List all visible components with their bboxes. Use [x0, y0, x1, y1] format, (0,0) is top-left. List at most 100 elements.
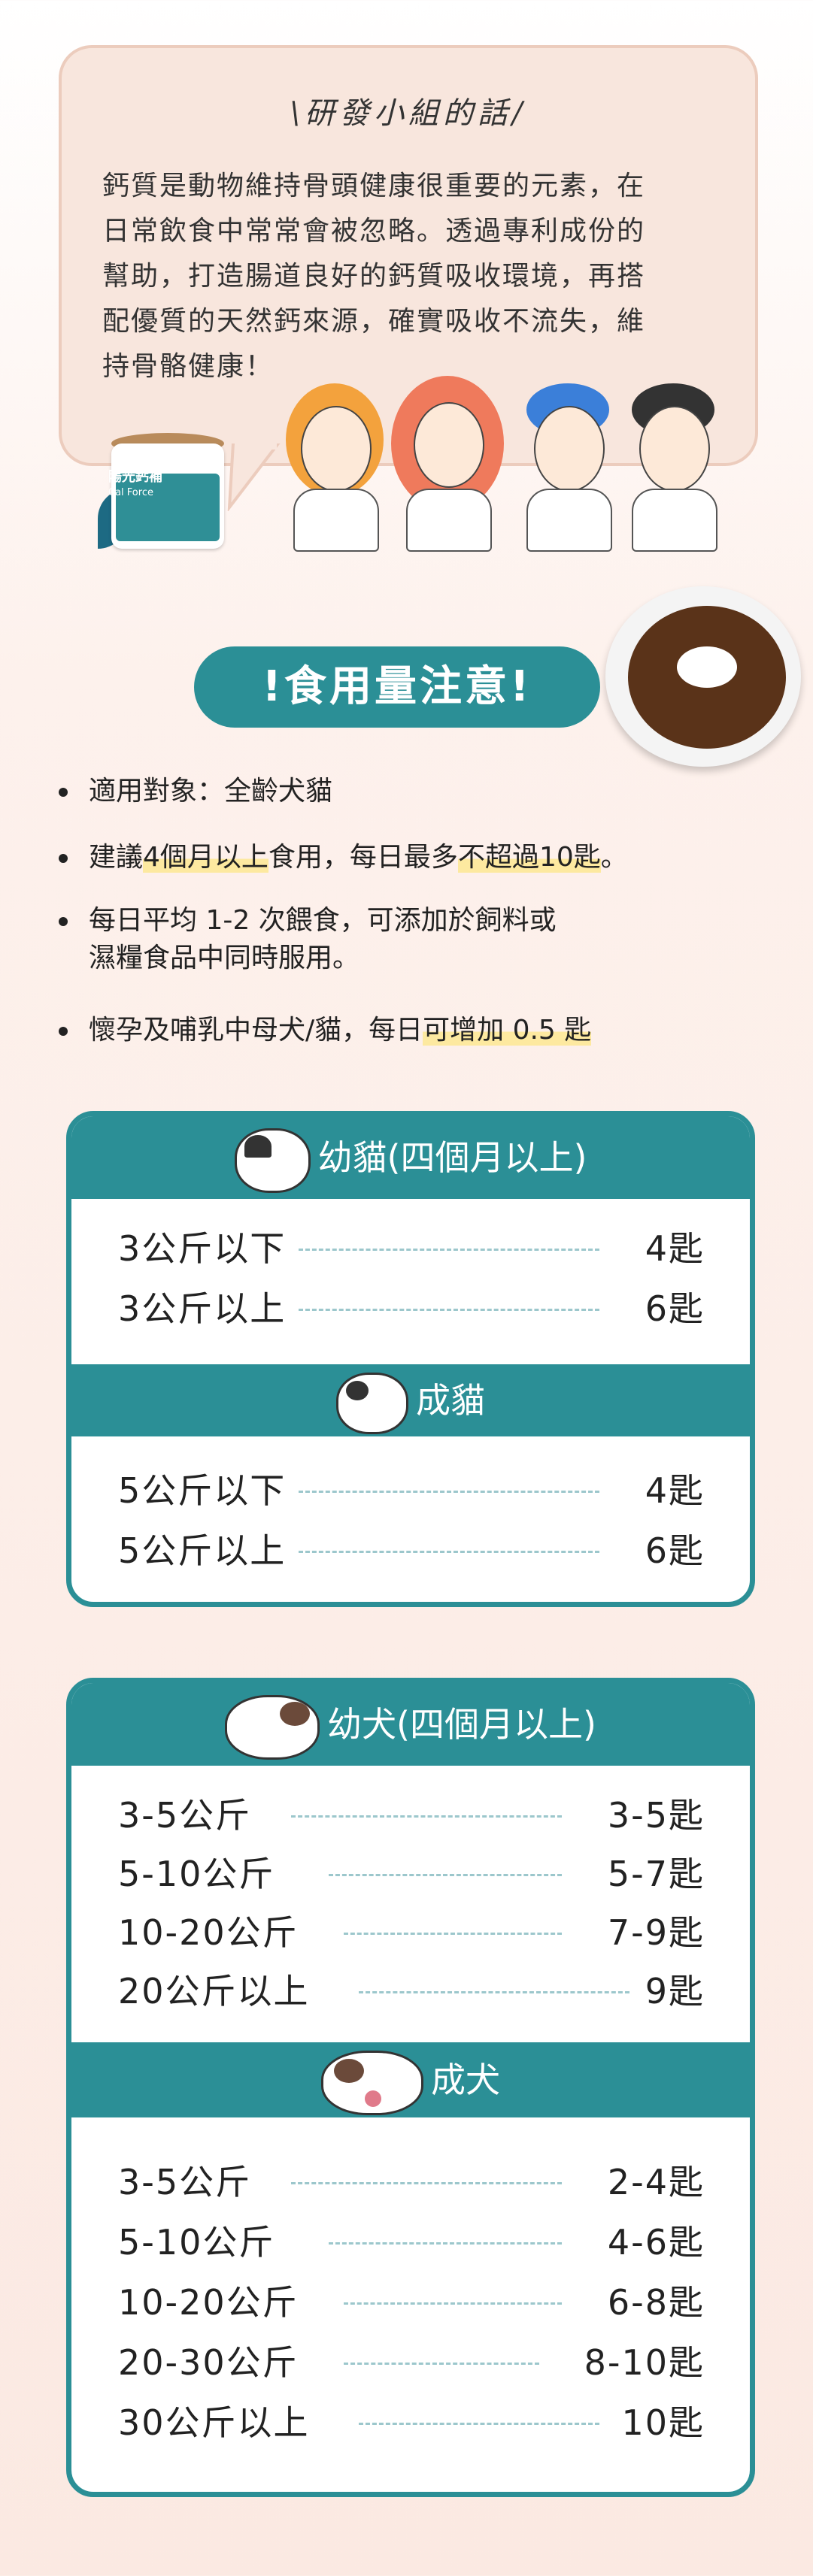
- can-subtitle: Cal Force: [108, 487, 153, 498]
- product-can-image: 陽光鈣補 Cal Force: [98, 428, 233, 552]
- table-row: 10-20公斤 6-8匙: [118, 2275, 705, 2328]
- kitten-face-icon: [234, 1128, 311, 1193]
- bullet-dot: [59, 917, 68, 926]
- bullet-segment: 建議: [89, 842, 144, 873]
- weight-label: 3-5公斤: [118, 1795, 252, 1836]
- table-row: 3公斤以下 4匙: [118, 1221, 705, 1274]
- dose-value: 4匙: [645, 1228, 705, 1269]
- calcium-powder: [677, 646, 737, 688]
- kitten-title: 幼貓(四個月以上): [317, 1137, 587, 1178]
- bubble-title: \研發小組的話/: [290, 96, 527, 131]
- adult-dog-title: 成犬: [431, 2060, 500, 2100]
- bullet-segment-line2: 濕糧食品中同時服用。: [89, 943, 360, 973]
- food-bowl-image: [605, 586, 813, 767]
- adult-cat-header: 成貓: [71, 1364, 750, 1436]
- dotted-leader: [329, 2242, 562, 2245]
- bullet-item: 懷孕及哺乳中母犬/貓，每日可增加 0.5 匙: [59, 1012, 781, 1049]
- bubble-line: 鈣質是動物維持骨頭健康很重要的元素，在: [102, 171, 646, 201]
- bullet-highlight: 可增加 0.5 匙: [423, 1015, 592, 1046]
- weight-label: 20公斤以上: [118, 1971, 310, 2011]
- weight-label: 5-10公斤: [118, 1854, 275, 1894]
- table-row: 3-5公斤 3-5匙: [118, 1788, 705, 1841]
- bullet-segment: 食用，每日最多: [268, 842, 458, 873]
- bullet-text: 適用對象：全齡犬貓: [89, 773, 332, 810]
- team-member-illustration: [624, 383, 722, 552]
- weight-label: 10-20公斤: [118, 2282, 299, 2323]
- table-row: 20公斤以上 9匙: [118, 1964, 705, 2017]
- adult-dog-header: 成犬: [71, 2042, 750, 2117]
- table-row: 5-10公斤 4-6匙: [118, 2215, 705, 2268]
- dose-value: 2-4匙: [607, 2162, 705, 2202]
- puppy-title: 幼犬(四個月以上): [327, 1704, 596, 1745]
- dotted-leader: [329, 1874, 562, 1876]
- dose-value: 4匙: [645, 1470, 705, 1511]
- table-row: 20-30公斤 8-10匙: [118, 2335, 705, 2388]
- adult-cat-title: 成貓: [416, 1380, 485, 1421]
- can-label: [116, 474, 220, 541]
- dotted-leader: [299, 1309, 599, 1311]
- bubble-line: 持骨骼健康！: [102, 351, 275, 382]
- bullet-highlight: 4個月以上: [143, 842, 268, 873]
- weight-label: 10-20公斤: [118, 1912, 299, 1953]
- dose-value: 6匙: [645, 1288, 705, 1329]
- dotted-leader: [291, 1815, 562, 1818]
- weight-label: 30公斤以上: [118, 2402, 310, 2443]
- table-row: 5公斤以上 6匙: [118, 1524, 705, 1576]
- dotted-leader: [359, 1991, 629, 1993]
- dose-value: 5-7匙: [607, 1854, 705, 1894]
- puppy-header: 幼犬(四個月以上): [71, 1683, 750, 1766]
- dog-dosage-card: 幼犬(四個月以上) 3-5公斤 3-5匙 5-10公斤 5-7匙 10-20公斤…: [66, 1678, 755, 2497]
- cat-dosage-card: 幼貓(四個月以上) 3公斤以下 4匙 3公斤以上 6匙 成貓 5公斤以下 4匙 …: [66, 1111, 755, 1607]
- weight-label: 5公斤以下: [118, 1470, 287, 1511]
- can-name: 陽光鈣補: [108, 469, 162, 485]
- bullet-segment: 。: [600, 842, 628, 873]
- dose-value: 4-6匙: [607, 2222, 705, 2263]
- bullet-item: 每日平均 1-2 次餵食，可添加於飼料或 濕糧食品中同時服用。: [59, 902, 781, 977]
- bullet-item: 建議4個月以上食用，每日最多不超過10匙。: [59, 839, 781, 876]
- dose-value: 10匙: [621, 2402, 705, 2443]
- team-member-illustration: [519, 383, 617, 552]
- table-row: 5公斤以下 4匙: [118, 1464, 705, 1516]
- dotted-leader: [344, 2302, 562, 2305]
- dose-value: 6-8匙: [607, 2282, 705, 2323]
- team-member-illustration: [391, 376, 504, 552]
- table-row: 10-20公斤 7-9匙: [118, 1906, 705, 1958]
- dose-value: 7-9匙: [607, 1912, 705, 1953]
- bullet-highlight: 不超過10匙: [457, 842, 601, 873]
- bullet-segment: 適用對象：全齡犬貓: [89, 776, 333, 807]
- bullet-text: 懷孕及哺乳中母犬/貓，每日可增加 0.5 匙: [89, 1012, 592, 1049]
- bullet-dot: [59, 1027, 68, 1036]
- dotted-leader: [299, 1249, 599, 1251]
- adult-dog-face-icon: [321, 2050, 423, 2115]
- dotted-leader: [344, 2363, 539, 2365]
- bullet-item: 適用對象：全齡犬貓: [59, 773, 781, 810]
- weight-label: 5公斤以上: [118, 1530, 287, 1571]
- bubble-line: 配優質的天然鈣來源，確實吸收不流失，維: [102, 306, 646, 337]
- dose-value: 3-5匙: [607, 1795, 705, 1836]
- weight-label: 3公斤以上: [118, 1288, 287, 1329]
- kitten-header: 幼貓(四個月以上): [71, 1116, 750, 1199]
- weight-label: 3公斤以下: [118, 1228, 287, 1269]
- bullet-segment: 每日平均 1-2 次餵食，可添加於飼料或: [89, 905, 557, 936]
- bubble-text: 鈣質是動物維持骨頭健康很重要的元素，在 日常飲食中常常會被忽略。透過專利成份的 …: [102, 164, 719, 389]
- bubble-line: 幫助，打造腸道良好的鈣質吸收環境，再搭: [102, 261, 646, 292]
- bullet-text: 每日平均 1-2 次餵食，可添加於飼料或 濕糧食品中同時服用。: [89, 902, 557, 977]
- table-row: 3公斤以上 6匙: [118, 1282, 705, 1334]
- dotted-leader: [344, 1933, 562, 1935]
- puppy-face-icon: [225, 1694, 320, 1760]
- bullet-dot: [59, 788, 68, 797]
- bubble-line: 日常飲食中常常會被忽略。透過專利成份的: [102, 216, 646, 247]
- team-member-illustration: [286, 383, 384, 552]
- table-row: 5-10公斤 5-7匙: [118, 1847, 705, 1899]
- weight-label: 3-5公斤: [118, 2162, 252, 2202]
- dose-value: 6匙: [645, 1530, 705, 1571]
- dotted-leader: [359, 2423, 599, 2425]
- can-body: [111, 443, 224, 549]
- adult-cat-face-icon: [336, 1372, 408, 1434]
- dose-value: 9匙: [645, 1971, 705, 2011]
- table-row: 30公斤以上 10匙: [118, 2396, 705, 2448]
- dotted-leader: [291, 2182, 562, 2184]
- bullet-segment: 懷孕及哺乳中母犬/貓，每日: [89, 1015, 423, 1046]
- bullet-dot: [59, 854, 68, 863]
- dotted-leader: [299, 1551, 599, 1553]
